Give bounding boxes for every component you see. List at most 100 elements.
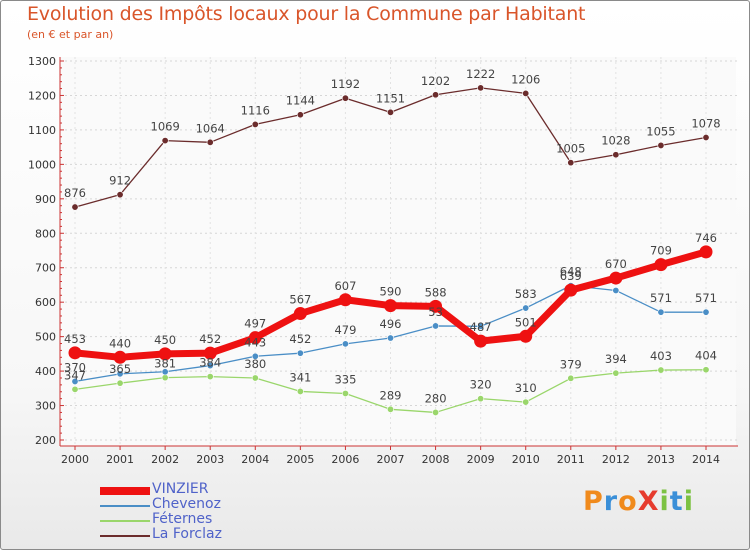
legend-label-vinzier: VINZIER [152,481,209,497]
data-label-f-ternes: 380 [244,357,266,371]
data-label-f-ternes: 310 [515,381,537,395]
data-point-f-ternes [341,389,349,397]
data-label-vinzier: 588 [425,285,447,299]
data-point-la-forclaz [477,84,485,92]
logo-letter: t [669,486,684,517]
data-label-chevenoz: 370 [64,360,86,374]
data-label-vinzier: 453 [64,332,86,346]
data-point-chevenoz [206,362,214,370]
legend-label-f-ternes: Féternes [152,511,213,527]
data-point-f-ternes [386,405,394,413]
data-label-vinzier: 639 [560,269,582,283]
x-tick-label: 2000 [61,453,89,466]
data-label-chevenoz: 443 [244,335,266,349]
data-point-chevenoz [341,340,349,348]
y-tick-label: 900 [35,193,56,206]
data-point-vinzier [429,299,443,313]
data-label-f-ternes: 379 [560,357,582,371]
data-label-vinzier: 450 [154,333,176,347]
data-label-vinzier: 709 [650,244,672,258]
x-tick-label: 2003 [196,453,224,466]
data-point-vinzier [203,346,217,360]
logo-letter: i [659,486,670,517]
data-point-f-ternes [161,374,169,382]
data-point-la-forclaz [251,120,259,128]
data-point-chevenoz [477,322,485,330]
data-label-vinzier: 440 [109,336,131,350]
data-label-la-forclaz: 1028 [601,134,630,148]
data-point-la-forclaz [612,151,620,159]
x-tick-label: 2009 [467,453,495,466]
legend-label-chevenoz: Chevenoz [152,496,221,512]
data-point-vinzier [68,346,82,360]
legend-swatch-la-forclaz [100,535,150,537]
data-point-chevenoz [432,322,440,330]
data-point-la-forclaz [206,138,214,146]
data-point-f-ternes [612,369,620,377]
y-tick-label: 200 [35,434,56,447]
data-point-f-ternes [567,374,575,382]
x-tick-label: 2008 [422,453,450,466]
data-point-chevenoz [612,286,620,294]
x-tick-label: 2005 [286,453,314,466]
data-point-chevenoz [71,377,79,385]
data-label-f-ternes: 404 [695,349,717,363]
data-label-f-ternes: 335 [334,372,356,386]
x-tick-label: 2001 [106,453,134,466]
data-point-f-ternes [477,395,485,403]
data-label-f-ternes: 384 [199,356,221,370]
data-label-la-forclaz: 876 [64,186,86,200]
data-point-vinzier [519,329,533,343]
data-label-la-forclaz: 1202 [421,74,450,88]
data-label-vinzier: 487 [470,320,492,334]
x-tick-label: 2007 [377,453,405,466]
data-label-vinzier: 670 [605,257,627,271]
data-point-chevenoz [296,349,304,357]
y-tick-label: 600 [35,296,56,309]
data-label-chevenoz: 452 [289,332,311,346]
y-tick-label: 800 [35,227,56,240]
data-point-f-ternes [296,387,304,395]
data-label-chevenoz: 583 [515,287,537,301]
data-point-la-forclaz [567,159,575,167]
data-point-la-forclaz [386,108,394,116]
data-label-la-forclaz: 1064 [196,121,225,135]
data-point-vinzier [699,245,713,259]
data-point-la-forclaz [296,111,304,119]
x-tick-label: 2013 [647,453,675,466]
x-tick-label: 2002 [151,453,179,466]
data-point-vinzier [158,347,172,361]
data-point-f-ternes [251,374,259,382]
data-point-vinzier [474,334,488,348]
legend-label-la-forclaz: La Forclaz [152,526,222,542]
data-label-f-ternes: 394 [605,352,627,366]
data-label-f-ternes: 365 [109,362,131,376]
data-label-vinzier: 567 [289,293,311,307]
data-label-la-forclaz: 1151 [376,91,405,105]
data-point-la-forclaz [657,141,665,149]
data-point-f-ternes [206,373,214,381]
data-label-la-forclaz: 1222 [466,67,495,81]
data-label-chevenoz: 571 [695,291,717,305]
data-label-f-ternes: 289 [380,388,402,402]
data-label-la-forclaz: 1069 [151,120,180,134]
y-tick-label: 300 [35,400,56,413]
data-point-f-ternes [657,366,665,374]
logo-letter: X [637,486,660,517]
data-point-la-forclaz [116,191,124,199]
x-tick-label: 2010 [512,453,540,466]
y-tick-label: 1200 [28,89,56,102]
chart-subtitle: (en € et par an) [27,28,114,41]
data-label-f-ternes: 347 [64,368,86,382]
data-label-vinzier: 501 [515,315,537,329]
data-point-la-forclaz [71,203,79,211]
data-label-la-forclaz: 1116 [241,103,270,117]
data-point-vinzier [654,258,668,272]
proxiti-logo: ProXiti [583,486,694,517]
data-label-chevenoz: 496 [380,317,402,331]
logo-letter: o [618,486,638,517]
y-tick-label: 1300 [28,55,56,68]
data-point-vinzier [609,271,623,285]
legend-swatch-chevenoz [100,505,150,507]
y-tick-label: 1100 [28,124,56,137]
